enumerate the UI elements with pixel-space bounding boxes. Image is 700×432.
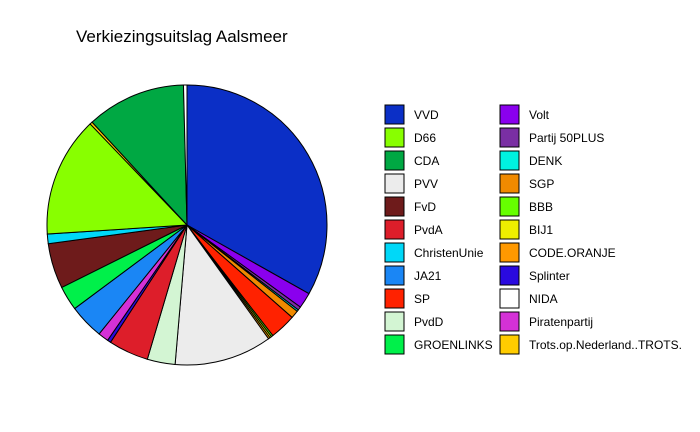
legend-swatch <box>499 104 520 125</box>
legend-label: BIJ1 <box>529 223 553 237</box>
pie-slices <box>46 84 328 366</box>
legend-label: Partij 50PLUS <box>529 131 604 145</box>
legend-swatch <box>384 288 405 309</box>
legend-label: JA21 <box>414 269 442 283</box>
legend-swatch <box>499 288 520 309</box>
legend-swatch <box>499 311 520 332</box>
legend-label: GROENLINKS <box>414 338 493 352</box>
legend: VVD D66 CDA PVV FvD PvdA ChristenUnie JA21 SP Pvd… <box>384 104 682 355</box>
legend-swatch <box>384 127 405 148</box>
legend-label: D66 <box>414 131 436 145</box>
legend-swatch <box>384 311 405 332</box>
legend-swatch <box>499 265 520 286</box>
pie-slice-nida <box>182 84 188 226</box>
legend-swatch <box>384 265 405 286</box>
legend-swatch <box>499 127 520 148</box>
legend-swatch <box>384 242 405 263</box>
legend-label: DENK <box>529 154 562 168</box>
legend-swatch <box>384 334 405 355</box>
legend-swatch <box>384 219 405 240</box>
legend-label: Piratenpartij <box>529 315 593 329</box>
chart-title: Verkiezingsuitslag Aalsmeer <box>76 27 288 46</box>
legend-swatch <box>384 196 405 217</box>
legend-label: PvdD <box>414 315 444 329</box>
pie-slice-pvv <box>174 223 270 366</box>
legend-swatch <box>499 173 520 194</box>
legend-swatch <box>499 334 520 355</box>
pie-slice-d66 <box>46 123 189 235</box>
legend-label: ChristenUnie <box>414 246 484 260</box>
legend-label: CODE.ORANJE <box>529 246 616 260</box>
legend-swatch <box>499 150 520 171</box>
legend-label: Volt <box>529 108 550 122</box>
pie-slice-vvd <box>186 84 328 295</box>
legend-swatch <box>499 196 520 217</box>
legend-label: PvdA <box>414 223 443 237</box>
legend-label: SP <box>414 292 430 306</box>
legend-label: SGP <box>529 177 554 191</box>
legend-label: Trots.op.Nederland..TROTS. <box>529 338 682 352</box>
legend-swatch <box>384 173 405 194</box>
legend-label: FvD <box>414 200 436 214</box>
legend-label: PVV <box>414 177 438 191</box>
legend-swatch <box>499 242 520 263</box>
legend-swatch <box>384 104 405 125</box>
legend-label: VVD <box>414 108 439 122</box>
legend-swatch <box>384 150 405 171</box>
legend-label: CDA <box>414 154 439 168</box>
legend-label: BBB <box>529 200 553 214</box>
legend-swatch <box>499 219 520 240</box>
pie-slice-cda <box>91 84 188 227</box>
legend-label: Splinter <box>529 269 570 283</box>
legend-label: NIDA <box>529 292 558 306</box>
